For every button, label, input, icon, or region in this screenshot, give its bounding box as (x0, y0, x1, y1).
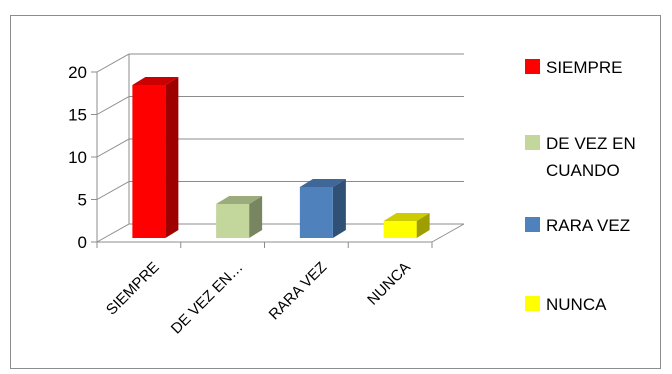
y-tick-label-3: 15 (68, 106, 87, 125)
bar-side-0 (165, 77, 179, 238)
y-tick-label-1: 5 (78, 191, 87, 210)
legend-swatch-3 (525, 296, 540, 311)
x-tick-label-2: RARA VEZ (266, 259, 330, 323)
x-tick-label-1: DE VEZ EN… (168, 259, 247, 338)
legend-swatch-0 (525, 59, 540, 74)
bar-side-3 (416, 213, 430, 238)
side-gridline-0 (96, 223, 130, 243)
bar-top-3 (383, 213, 430, 221)
legend-label-2: RARA VEZ (546, 216, 630, 235)
bar-top-1 (216, 196, 263, 204)
y-tick-label-2: 10 (68, 148, 87, 167)
bar-1 (216, 204, 250, 238)
bar-side-1 (249, 196, 263, 238)
side-gridline-1 (96, 181, 130, 200)
bar-0 (132, 85, 166, 238)
x-tick-label-3: NUNCA (364, 259, 414, 309)
side-gridline-3 (96, 96, 130, 115)
legend-label-1-1: CUANDO (546, 161, 620, 180)
y-tick-label-4: 20 (68, 63, 87, 82)
y-tick-label-0: 0 (78, 233, 87, 252)
legend-label-3: NUNCA (546, 295, 607, 314)
bar-top-0 (132, 77, 179, 85)
bar-top-2 (299, 179, 346, 187)
legend-swatch-1 (525, 135, 540, 150)
side-gridline-4 (96, 53, 130, 73)
legend-swatch-2 (525, 217, 540, 232)
bar-2 (299, 187, 333, 238)
bar-side-2 (332, 179, 346, 238)
floor-right-edge (431, 223, 465, 243)
side-gridline-2 (96, 138, 130, 158)
legend-label-1: DE VEZ EN (546, 134, 636, 153)
x-tick-label-0: SIEMPRE (103, 259, 163, 319)
legend-label-0: SIEMPRE (546, 58, 623, 77)
bar-3 (383, 221, 417, 238)
